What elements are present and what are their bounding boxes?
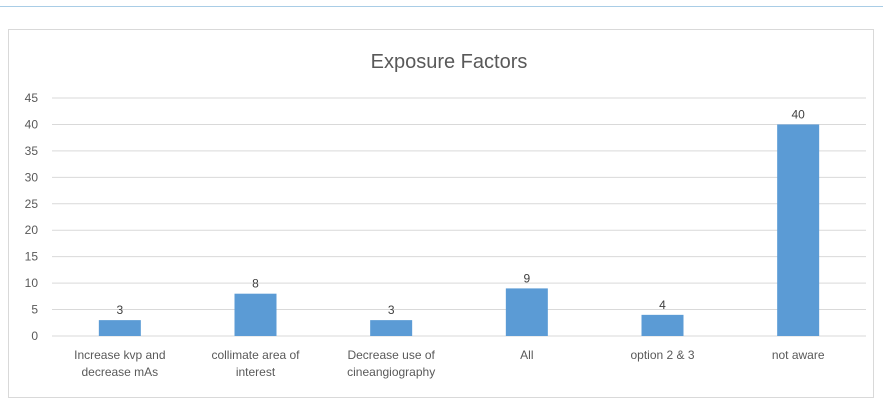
x-tick-label-0: Increase kvp and: [74, 348, 165, 362]
data-label-5: 40: [791, 107, 805, 121]
x-axis-ticks: Increase kvp and decrease mAs collimate ar…: [74, 348, 825, 379]
bar-4: [641, 314, 684, 336]
y-tick-label: 35: [25, 144, 39, 158]
x-tick-label-2: Decrease use of: [347, 348, 435, 362]
y-tick-label: 15: [25, 250, 39, 264]
y-tick-label: 20: [25, 223, 39, 237]
data-labels: 3 8 3 9 4 40: [116, 107, 805, 317]
bar-5: [777, 124, 820, 336]
y-tick-label: 0: [31, 329, 38, 343]
gridlines: [52, 97, 866, 337]
data-label-3: 9: [523, 271, 530, 285]
y-tick-label: 40: [25, 117, 39, 131]
x-tick-label-4: option 2 & 3: [630, 348, 694, 362]
x-tick-label-1: interest: [236, 365, 276, 379]
y-tick-label: 45: [25, 91, 39, 105]
bar-2: [370, 320, 413, 336]
y-tick-label: 25: [25, 197, 39, 211]
x-tick-label-5: not aware: [772, 348, 825, 362]
x-tick-label-0: decrease mAs: [81, 365, 158, 379]
bars: [98, 124, 820, 336]
data-label-1: 8: [252, 277, 259, 291]
y-tick-label: 10: [25, 276, 39, 290]
data-label-4: 4: [659, 298, 666, 312]
bar-0: [98, 320, 141, 336]
x-tick-label-2: cineangiography: [347, 365, 435, 379]
x-tick-label-1: collimate area of: [211, 348, 300, 362]
data-label-0: 3: [116, 303, 123, 317]
top-divider-line: [0, 6, 883, 7]
data-label-2: 3: [388, 303, 395, 317]
y-tick-label: 30: [25, 170, 39, 184]
y-axis-ticks: 0 5 10 15 20 25 30 35 40 45: [25, 91, 39, 343]
bar-1: [234, 293, 277, 336]
bar-3: [505, 288, 548, 336]
x-tick-label-3: All: [520, 348, 533, 362]
chart-title: Exposure Factors: [371, 51, 528, 73]
y-tick-label: 5: [31, 303, 38, 317]
